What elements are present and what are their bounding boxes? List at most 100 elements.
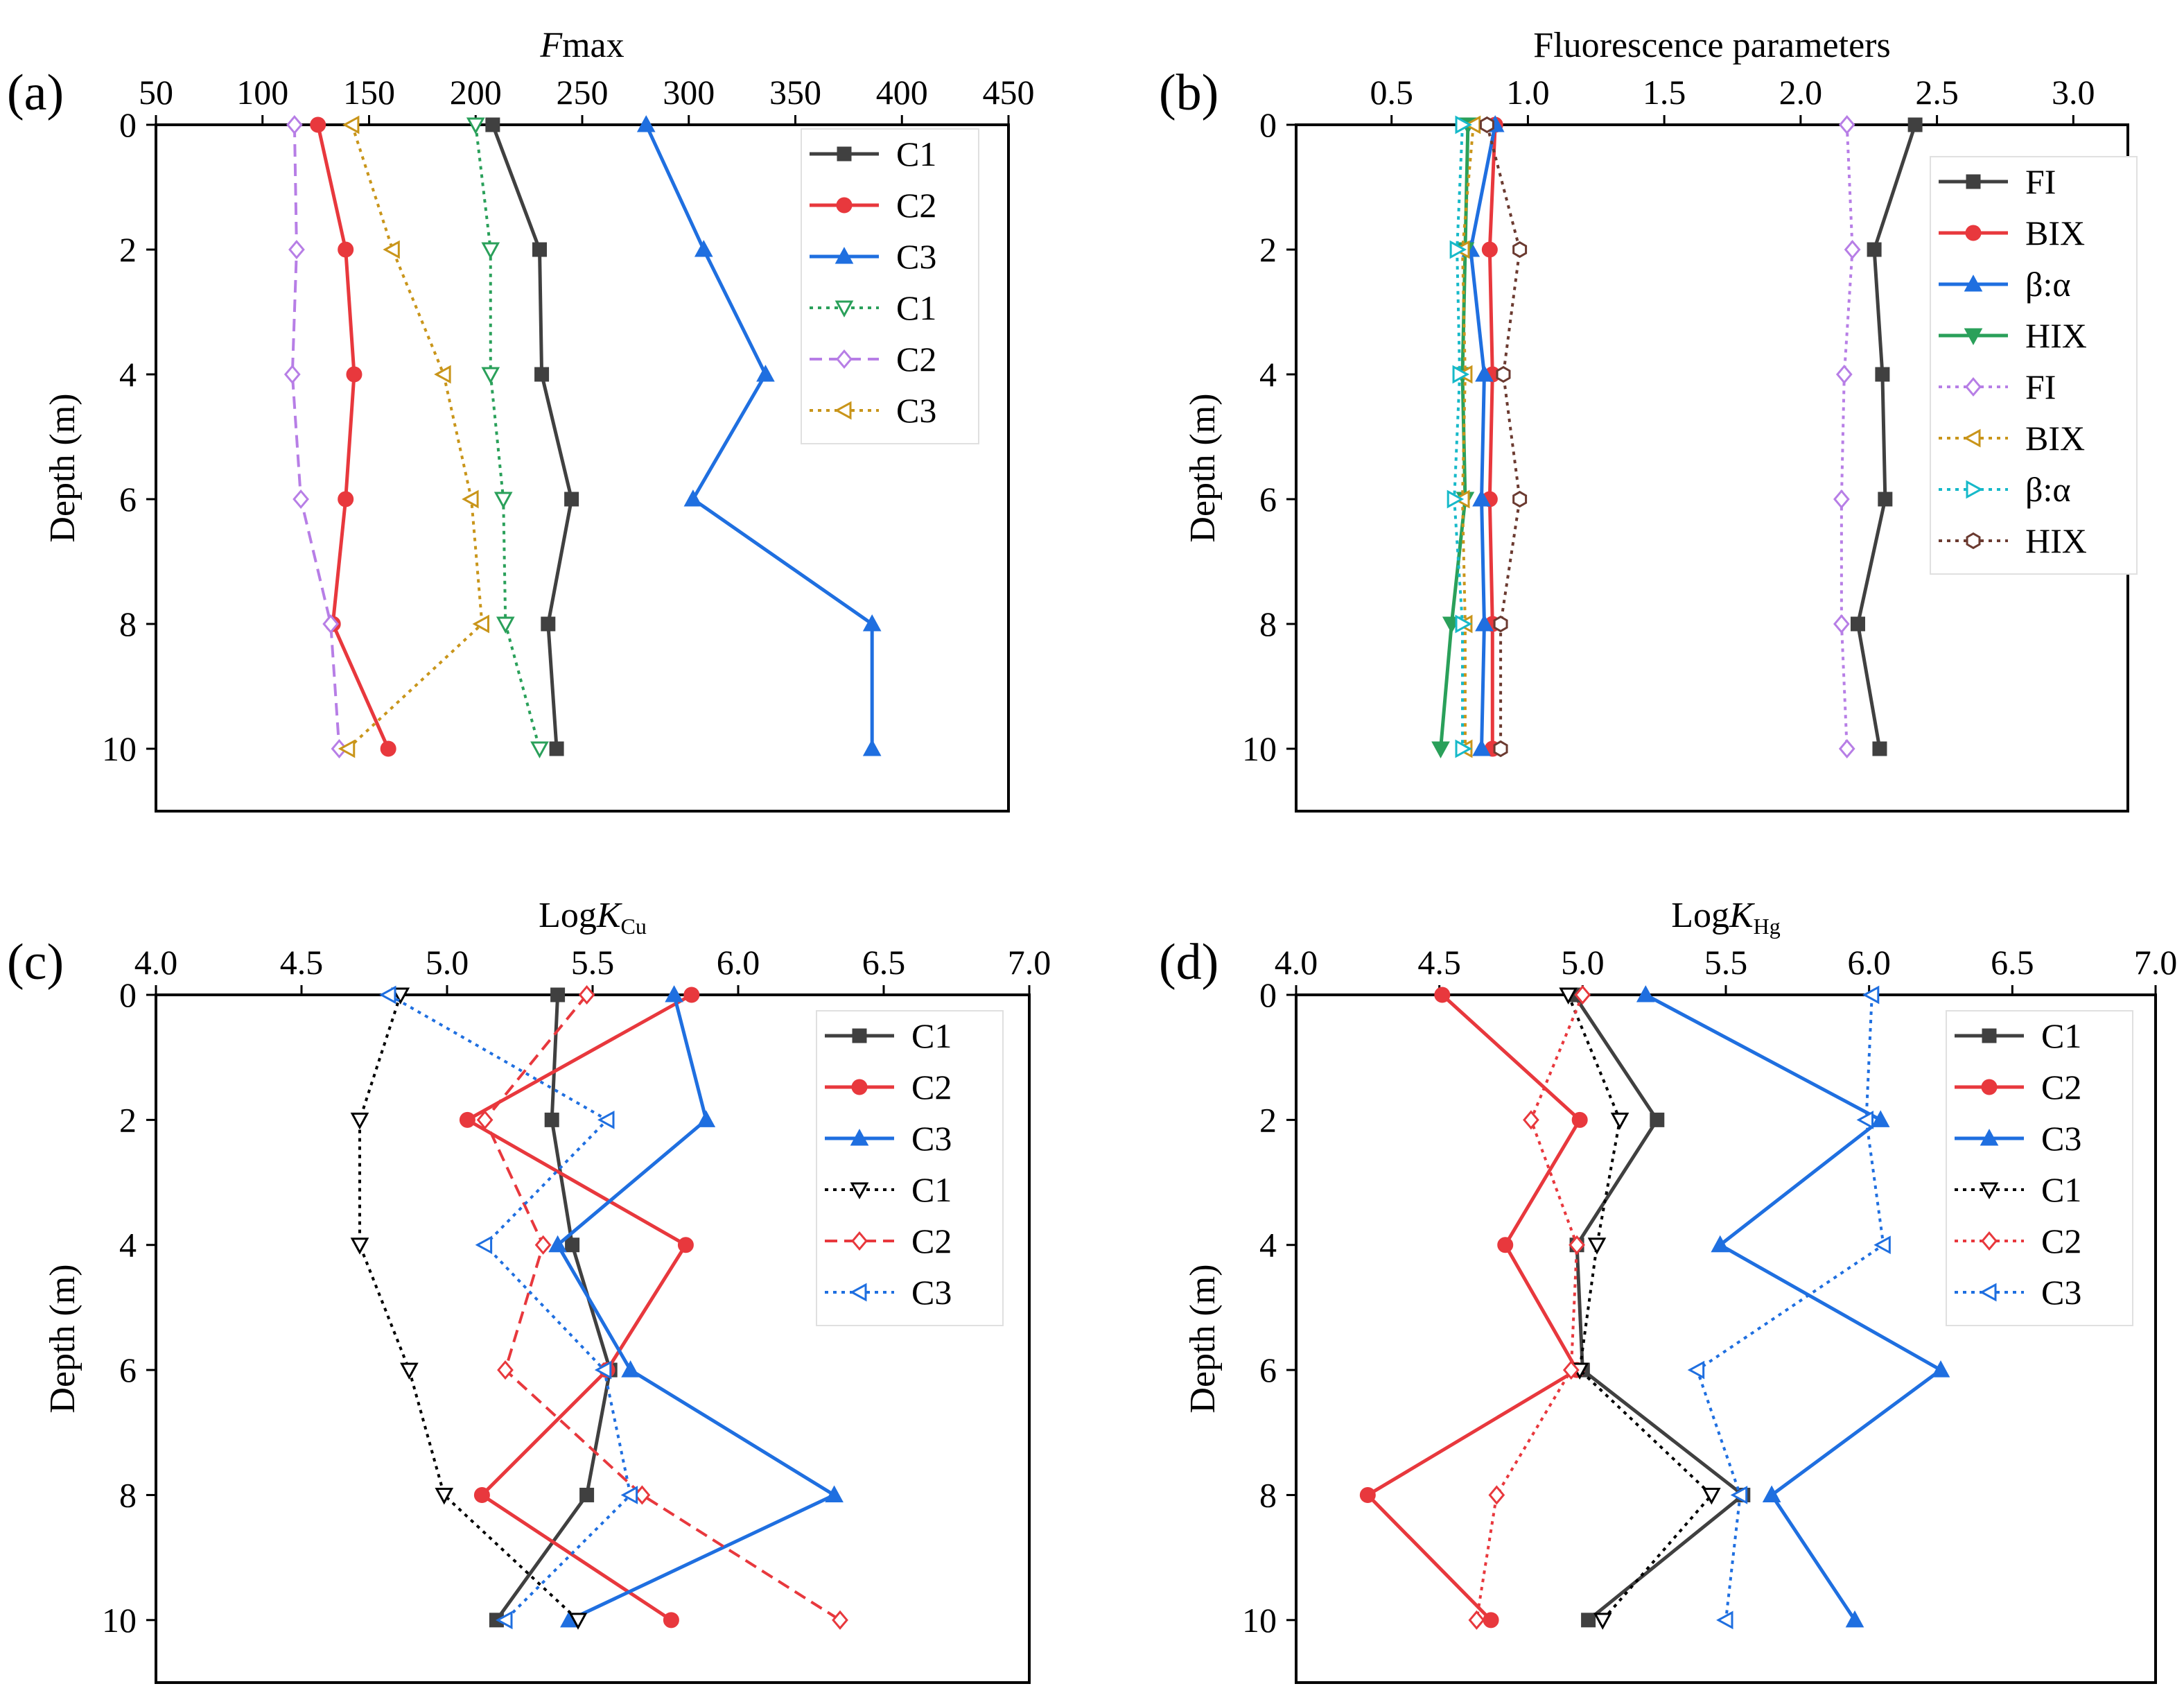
legend-marker	[836, 349, 853, 370]
x-tick-label: 350	[769, 73, 821, 112]
x-axis-title-italic: K	[1729, 896, 1755, 935]
legend-label: C3	[911, 1119, 952, 1158]
data-point	[497, 1360, 514, 1380]
y-tick-label: 8	[1259, 1475, 1277, 1514]
data-point	[1497, 1237, 1514, 1253]
series-line	[483, 993, 841, 1622]
x-axis-title-italic: K	[596, 896, 622, 935]
x-tick-label: 200	[450, 73, 502, 112]
data-point	[756, 365, 775, 382]
panel-b: (b) 0.5 1.0 1.5 2.0 2.5 3.0 0 2 4 6 8 10 Fluorescence…	[1159, 26, 2138, 813]
series-line	[1365, 993, 1582, 1622]
data-point	[292, 489, 309, 510]
legend-marker	[1966, 532, 1981, 550]
data-point	[1559, 987, 1578, 1005]
data-point	[1447, 489, 1465, 509]
data-point	[1455, 614, 1472, 634]
data-point	[1475, 614, 1494, 632]
data-point	[1463, 115, 1481, 134]
x-tick-label: 5.5	[571, 943, 615, 982]
panel-label-b: (b)	[1159, 64, 1218, 121]
legend-label: HIX	[2025, 521, 2087, 560]
data-point	[1434, 987, 1451, 1003]
data-point	[1762, 1485, 1781, 1502]
data-point	[1455, 739, 1472, 758]
legend-marker	[851, 1079, 868, 1095]
data-point	[549, 741, 564, 756]
legend-marker	[835, 401, 852, 420]
legend-box	[816, 1010, 1004, 1326]
legend-label: C2	[896, 340, 936, 379]
data-point	[342, 115, 360, 134]
data-point	[286, 114, 303, 135]
legend-label: FI	[2025, 367, 2056, 406]
x-axis-title: Fmax	[539, 26, 624, 65]
data-point	[621, 1360, 640, 1378]
data-point	[1479, 116, 1494, 134]
legend-label: C1	[2041, 1170, 2081, 1209]
legend-marker	[837, 146, 852, 162]
y-tick-label: 6	[1259, 480, 1277, 519]
data-point	[1850, 616, 1865, 632]
data-point	[476, 1110, 493, 1130]
y-tick-label: 0	[1259, 975, 1277, 1014]
data-point	[1716, 1610, 1733, 1630]
series-0	[489, 987, 618, 1628]
y-tick-label: 6	[119, 1351, 137, 1389]
data-point	[677, 1237, 694, 1253]
data-point	[665, 985, 683, 1002]
legend-label: β:α	[2025, 265, 2071, 304]
series-1	[310, 116, 396, 757]
panel-label-a: (a)	[7, 64, 64, 121]
series-line	[474, 124, 541, 749]
x-tick-label: 6.0	[717, 943, 760, 982]
x-tick-label: 50	[139, 73, 173, 112]
series-line	[495, 994, 612, 1622]
y-tick-label: 0	[119, 975, 137, 1014]
series-4	[283, 114, 348, 759]
y-tick-label: 10	[102, 1601, 137, 1640]
series-3	[466, 117, 549, 758]
data-point	[1571, 1111, 1588, 1128]
legend-marker	[1980, 1182, 1999, 1199]
series-line	[1572, 993, 1745, 1622]
data-point	[1875, 367, 1890, 382]
x-tick-label: 2.5	[1915, 73, 1959, 112]
legend-marker	[1964, 328, 1983, 345]
x-axis-title-subscript: Cu	[621, 914, 647, 939]
x-axis-title: Fluorescence parameters	[1533, 26, 1890, 65]
data-point	[1512, 490, 1528, 508]
data-point	[1871, 1110, 1890, 1127]
y-tick-label: 2	[119, 1100, 137, 1139]
series-line	[1469, 124, 1497, 749]
data-point	[1702, 1487, 1721, 1505]
legend-box	[801, 128, 979, 444]
data-point	[636, 115, 656, 132]
data-point	[350, 1238, 369, 1255]
x-tick-label: 4.0	[134, 943, 178, 982]
x-axis-title-italic: F	[539, 26, 563, 65]
series-2	[1636, 985, 1950, 1628]
legend-b: FI BIX β:α HIX FI BIX β:α HIX	[1930, 156, 2138, 575]
data-point	[379, 985, 396, 1005]
series-line	[1855, 124, 1917, 749]
x-tick-label: 4.5	[280, 943, 324, 982]
series-line	[358, 994, 579, 1622]
x-tick-label: 100	[236, 73, 288, 112]
y-axis-title: Depth (m)	[43, 1264, 82, 1413]
y-axis-title: Depth (m)	[43, 393, 82, 542]
y-axis-title: Depth (m)	[1183, 1264, 1223, 1413]
legend-marker	[1981, 1231, 1998, 1251]
series-line	[1453, 124, 1464, 749]
data-point	[1475, 365, 1494, 382]
y-tick-label: 6	[119, 480, 137, 519]
data-point	[1472, 489, 1491, 507]
y-tick-label: 0	[1259, 105, 1277, 144]
data-point	[1833, 614, 1850, 634]
data-point	[1844, 239, 1861, 260]
legend-label: C3	[911, 1273, 952, 1312]
x-axis-title: LogKCu	[539, 896, 647, 939]
y-tick-label: 2	[1259, 230, 1277, 269]
series-line	[1645, 993, 1943, 1622]
data-point	[338, 739, 356, 758]
